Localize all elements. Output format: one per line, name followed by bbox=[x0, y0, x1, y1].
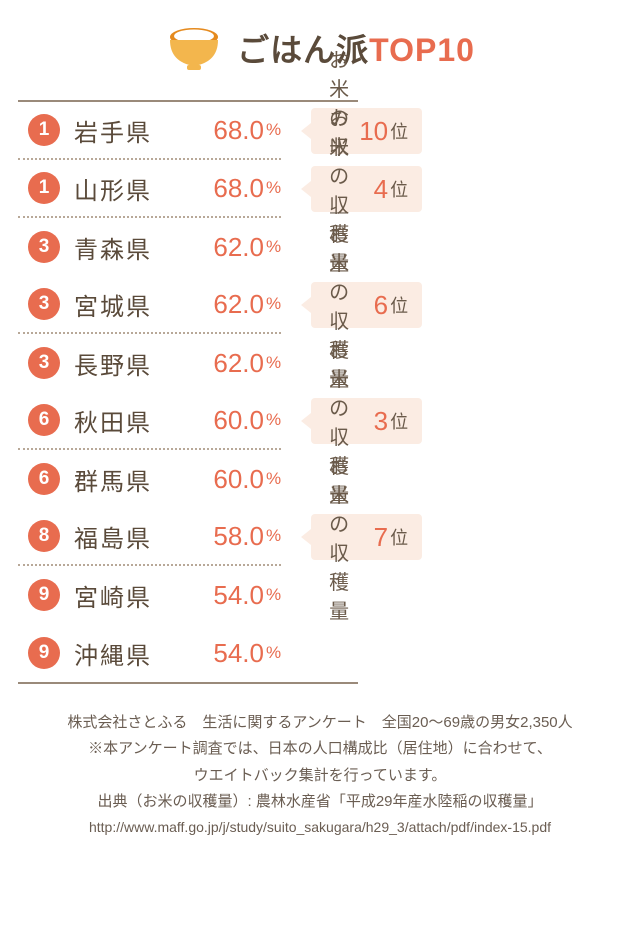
prefecture-name: 福島県 bbox=[74, 519, 194, 554]
rank-badge: 8 bbox=[28, 520, 60, 552]
harvest-rank-value: 6 bbox=[374, 290, 388, 321]
percent-unit: % bbox=[266, 178, 281, 198]
percent-value: 68.0 bbox=[194, 115, 264, 146]
harvest-rank-value: 4 bbox=[374, 174, 388, 205]
prefecture-name: 秋田県 bbox=[74, 403, 194, 438]
percent-unit: % bbox=[266, 353, 281, 373]
table-row: 9 宮崎県54.0% bbox=[18, 566, 358, 624]
harvest-label: お米の収穫量 bbox=[329, 450, 370, 624]
prefecture-name: 長野県 bbox=[74, 346, 194, 381]
percent-unit: % bbox=[266, 469, 281, 489]
footer-url: http://www.maff.go.jp/j/study/suito_saku… bbox=[18, 815, 622, 840]
footer-line-1: 株式会社さとふる 生活に関するアンケート 全国20～69歳の男女2,350人 bbox=[18, 710, 622, 736]
rice-bowl-icon bbox=[165, 24, 223, 72]
table-row: 1山形県68.0%お米の収穫量4位 bbox=[18, 160, 358, 218]
percent-value: 60.0 bbox=[194, 405, 264, 436]
percent-unit: % bbox=[266, 410, 281, 430]
percent-unit: % bbox=[266, 526, 281, 546]
rank-badge: 9 bbox=[28, 579, 60, 611]
percent-value: 62.0 bbox=[194, 289, 264, 320]
percent-unit: % bbox=[266, 237, 281, 257]
footer-notes: 株式会社さとふる 生活に関するアンケート 全国20～69歳の男女2,350人 ※… bbox=[18, 710, 622, 840]
page-title: ごはん派TOP10 bbox=[237, 25, 475, 71]
prefecture-name: 沖縄県 bbox=[74, 636, 194, 671]
percent-value: 54.0 bbox=[194, 638, 264, 669]
rank-badge: 6 bbox=[28, 404, 60, 436]
rank-badge: 9 bbox=[28, 637, 60, 669]
title-top: TOP10 bbox=[369, 32, 475, 68]
table-row: 8福島県58.0%お米の収穫量7位 bbox=[18, 508, 358, 566]
footer-line-2: ※本アンケート調査では、日本の人口構成比（居住地）に合わせて、 bbox=[18, 736, 622, 762]
rank-badge: 3 bbox=[28, 231, 60, 263]
percent-unit: % bbox=[266, 294, 281, 314]
harvest-rank-suffix: 位 bbox=[390, 292, 408, 318]
percent-value: 62.0 bbox=[194, 232, 264, 263]
harvest-rank-suffix: 位 bbox=[390, 176, 408, 202]
rank-badge: 3 bbox=[28, 347, 60, 379]
percent-unit: % bbox=[266, 120, 281, 140]
harvest-rank-suffix: 位 bbox=[390, 524, 408, 550]
header: ごはん派TOP10 bbox=[18, 24, 622, 72]
percent-value: 68.0 bbox=[194, 173, 264, 204]
rank-badge: 6 bbox=[28, 463, 60, 495]
harvest-rank-suffix: 位 bbox=[390, 118, 408, 144]
harvest-rank-value: 7 bbox=[374, 522, 388, 553]
percent-value: 62.0 bbox=[194, 348, 264, 379]
table-row: 9 沖縄県54.0% bbox=[18, 624, 358, 682]
prefecture-name: 岩手県 bbox=[74, 113, 194, 148]
harvest-rank-suffix: 位 bbox=[390, 408, 408, 434]
table-row: 6秋田県60.0%お米の収穫量3位 bbox=[18, 392, 358, 450]
harvest-callout: お米の収穫量3位 bbox=[311, 398, 422, 444]
harvest-callout: お米の収穫量4位 bbox=[311, 166, 422, 212]
percent-unit: % bbox=[266, 585, 281, 605]
table-row: 6 群馬県60.0% bbox=[18, 450, 358, 508]
footer-line-3: ウエイトバック集計を行っています。 bbox=[18, 763, 622, 789]
ranking-table: 1岩手県68.0%お米の収穫量10位1山形県68.0%お米の収穫量4位3青森県6… bbox=[18, 100, 622, 684]
rank-badge: 1 bbox=[28, 172, 60, 204]
harvest-rank-value: 3 bbox=[374, 406, 388, 437]
percent-value: 54.0 bbox=[194, 580, 264, 611]
prefecture-name: 宮崎県 bbox=[74, 578, 194, 613]
prefecture-name: 群馬県 bbox=[74, 462, 194, 497]
percent-value: 60.0 bbox=[194, 464, 264, 495]
table-row: 3宮城県62.0%お米の収穫量6位 bbox=[18, 276, 358, 334]
prefecture-name: 青森県 bbox=[74, 230, 194, 265]
table-row: 3 長野県62.0% bbox=[18, 334, 358, 392]
percent-value: 58.0 bbox=[194, 521, 264, 552]
harvest-callout: お米の収穫量6位 bbox=[311, 282, 422, 328]
prefecture-name: 宮城県 bbox=[74, 287, 194, 322]
table-row: 1岩手県68.0%お米の収穫量10位 bbox=[18, 102, 358, 160]
percent-unit: % bbox=[266, 643, 281, 663]
table-row: 3 青森県62.0% bbox=[18, 218, 358, 276]
rank-badge: 1 bbox=[28, 114, 60, 146]
rank-badge: 3 bbox=[28, 288, 60, 320]
prefecture-name: 山形県 bbox=[74, 171, 194, 206]
footer-line-4: 出典（お米の収穫量）: 農林水産省「平成29年産水陸稲の収穫量」 bbox=[18, 789, 622, 815]
harvest-callout: お米の収穫量7位 bbox=[311, 514, 422, 560]
